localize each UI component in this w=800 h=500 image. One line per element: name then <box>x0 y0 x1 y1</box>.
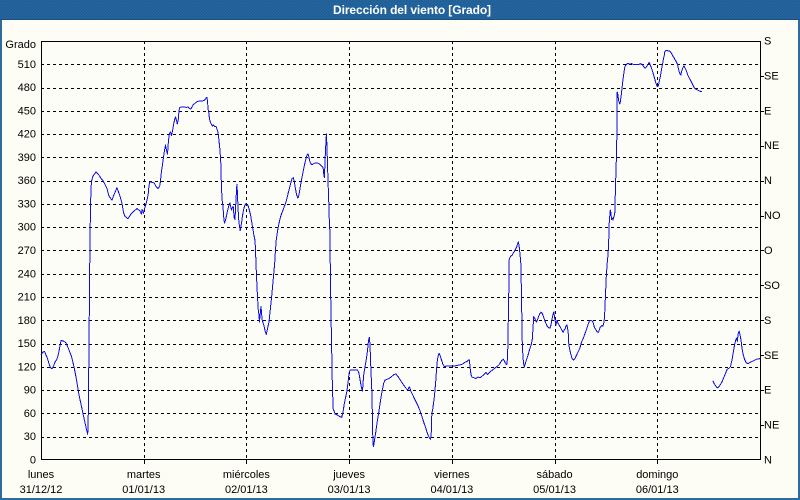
svg-text:SE: SE <box>764 70 779 82</box>
svg-text:360: 360 <box>18 175 36 187</box>
svg-text:martes: martes <box>127 469 161 481</box>
svg-text:Grado: Grado <box>5 39 36 51</box>
svg-text:lunes: lunes <box>28 469 55 481</box>
svg-text:miércoles: miércoles <box>223 469 271 481</box>
svg-text:jueves: jueves <box>332 469 365 481</box>
svg-text:480: 480 <box>18 82 36 94</box>
svg-text:sábado: sábado <box>537 469 573 481</box>
svg-text:05/01/13: 05/01/13 <box>533 484 576 496</box>
svg-text:30: 30 <box>24 431 36 443</box>
svg-text:N: N <box>764 175 772 187</box>
svg-text:150: 150 <box>18 338 36 350</box>
svg-text:390: 390 <box>18 152 36 164</box>
svg-text:SO: SO <box>764 280 780 292</box>
svg-text:31/12/12: 31/12/12 <box>20 484 63 496</box>
svg-text:420: 420 <box>18 129 36 141</box>
svg-text:O: O <box>764 245 773 257</box>
svg-text:E: E <box>764 385 771 397</box>
svg-text:NE: NE <box>764 420 779 432</box>
svg-text:02/01/13: 02/01/13 <box>225 484 268 496</box>
svg-text:240: 240 <box>18 268 36 280</box>
svg-text:S: S <box>764 315 771 327</box>
svg-text:120: 120 <box>18 361 36 373</box>
svg-text:210: 210 <box>18 292 36 304</box>
svg-text:180: 180 <box>18 315 36 327</box>
svg-text:S: S <box>764 36 771 48</box>
svg-text:01/01/13: 01/01/13 <box>122 484 165 496</box>
svg-text:90: 90 <box>24 385 36 397</box>
svg-text:SE: SE <box>764 350 779 362</box>
svg-text:0: 0 <box>30 455 36 467</box>
svg-text:510: 510 <box>18 59 36 71</box>
svg-text:330: 330 <box>18 198 36 210</box>
svg-text:NE: NE <box>764 140 779 152</box>
svg-text:E: E <box>764 105 771 117</box>
svg-text:04/01/13: 04/01/13 <box>430 484 473 496</box>
svg-text:domingo: domingo <box>636 469 678 481</box>
svg-text:300: 300 <box>18 222 36 234</box>
svg-text:N: N <box>764 455 772 467</box>
svg-text:450: 450 <box>18 105 36 117</box>
svg-text:03/01/13: 03/01/13 <box>328 484 371 496</box>
svg-text:06/01/13: 06/01/13 <box>636 484 679 496</box>
svg-text:270: 270 <box>18 245 36 257</box>
svg-text:viernes: viernes <box>434 469 470 481</box>
svg-text:60: 60 <box>24 408 36 420</box>
svg-text:NO: NO <box>764 210 781 222</box>
